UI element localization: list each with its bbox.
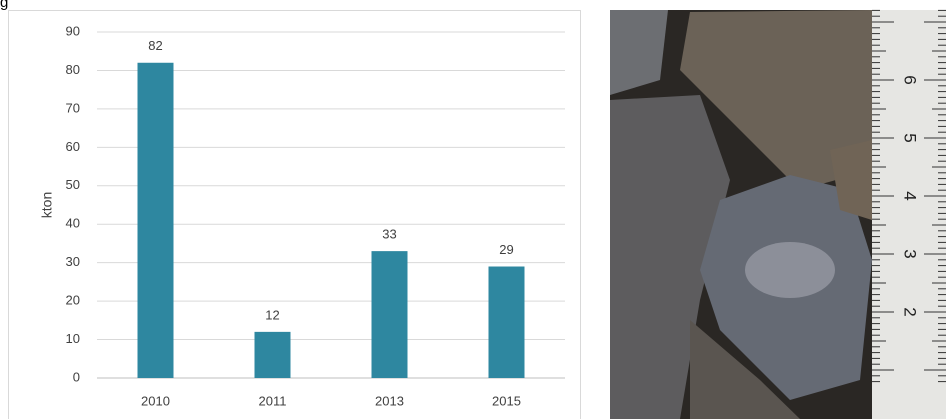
rock: [690, 320, 800, 419]
x-tick-label: 2010: [141, 393, 170, 408]
y-tick-label: 20: [66, 293, 80, 308]
bar: [254, 331, 291, 378]
y-tick-label: 40: [66, 216, 80, 231]
y-tick-label: 70: [66, 100, 80, 115]
photo: 2 3 4 5 6: [610, 9, 946, 419]
x-tick-label: 2015: [492, 393, 521, 408]
rock: [610, 95, 730, 419]
data-label: 29: [499, 242, 513, 257]
ruler-label: 4: [901, 191, 920, 200]
ruler: [872, 10, 946, 419]
bar: [488, 266, 525, 378]
y-tick-label: 10: [66, 331, 80, 346]
rock: [610, 10, 668, 95]
rock-highlight: [745, 242, 835, 298]
data-label: 12: [265, 307, 279, 322]
y-tick-label: 60: [66, 139, 80, 154]
bar: [371, 251, 408, 378]
data-label: 82: [148, 38, 162, 53]
y-tick-label: 80: [66, 62, 80, 77]
bar: [137, 62, 174, 378]
ruler-label: 6: [901, 75, 920, 84]
rock: [680, 10, 872, 190]
y-axis-label: kton: [39, 192, 55, 218]
x-tick-label: 2013: [375, 393, 404, 408]
x-tick-label: 2011: [259, 393, 287, 408]
y-tick-label: 0: [73, 369, 80, 384]
ruler-label: 2: [901, 307, 920, 316]
ruler-label: 5: [901, 133, 920, 142]
figure-label: g: [0, 0, 8, 11]
y-tick-label: 90: [66, 23, 80, 38]
ruler-label: 3: [901, 249, 920, 258]
y-tick-label: 50: [66, 177, 80, 192]
rock: [830, 140, 872, 220]
data-label: 33: [382, 227, 396, 242]
chart-frame: [8, 10, 581, 419]
y-tick-label: 30: [66, 254, 80, 269]
